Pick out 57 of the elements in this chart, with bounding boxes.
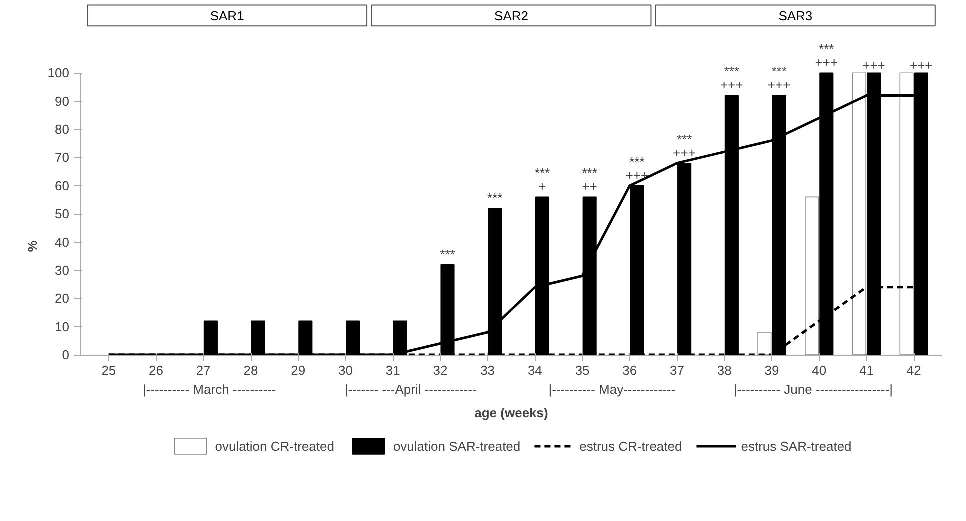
- text: SAR1: [210, 8, 244, 24]
- legend-label: estrus SAR-treated: [741, 438, 852, 454]
- annotation: *** +: [534, 166, 550, 194]
- text: |------- ---April ------------: [344, 382, 477, 398]
- y-tick-label: 60: [55, 178, 70, 194]
- bar: [900, 72, 914, 356]
- x-tick-label: 33: [480, 363, 496, 378]
- y-tick-label: 90: [55, 94, 70, 109]
- x-tick-label: 31: [386, 363, 400, 378]
- x-tick-label: 32: [433, 363, 448, 378]
- text: |---------- May------------: [548, 382, 676, 398]
- x-tick-label: 27: [196, 363, 211, 378]
- annotation: *** +++: [673, 132, 696, 160]
- y-tick-label: 30: [55, 262, 70, 278]
- y-tick-label: 0: [62, 348, 70, 363]
- x-tick-label: 39: [764, 363, 780, 378]
- text: |---------- March ----------: [142, 382, 276, 398]
- bar: [852, 72, 866, 356]
- annotation: *** +++: [768, 64, 791, 93]
- y-tick-label: 50: [55, 206, 70, 222]
- y-tick-label: 10: [55, 319, 70, 334]
- annotation: *** +++: [815, 42, 838, 70]
- x-tick-label: 25: [102, 363, 116, 378]
- legend-label: estrus CR-treated: [580, 438, 682, 454]
- annotation: *** +++: [720, 64, 744, 93]
- x-tick-label: 40: [812, 363, 827, 378]
- x-tick-label: 34: [528, 363, 542, 378]
- annotation: +++: [910, 58, 933, 74]
- x-tick-label: 41: [859, 363, 874, 378]
- y-tick-label: 70: [55, 150, 70, 166]
- x-tick-label: 35: [575, 363, 590, 378]
- y-tick-label: 100: [48, 66, 70, 81]
- annotation: ***: [440, 246, 456, 262]
- text: SAR3: [778, 8, 813, 24]
- x-tick-label: 29: [291, 363, 306, 378]
- x-tick-label: 28: [244, 363, 258, 378]
- x-tick-label: 38: [717, 363, 732, 378]
- y-tick-label: 40: [55, 234, 70, 250]
- x-tick-label: 30: [338, 363, 353, 378]
- y-axis-title: %: [24, 240, 40, 252]
- x-tick-label: 42: [906, 363, 922, 378]
- annotation: ***: [488, 190, 503, 206]
- x-tick-label: 26: [149, 363, 164, 378]
- annotation: +++: [862, 58, 886, 74]
- annotation: *** +++: [626, 154, 649, 183]
- bar: [805, 196, 820, 356]
- x-tick-label: 37: [670, 363, 685, 378]
- text: |---------- June -----------------|: [734, 382, 893, 398]
- annotation: *** ++: [582, 166, 598, 194]
- bar: [758, 332, 772, 356]
- legend-label: ovulation SAR-treated: [393, 438, 521, 454]
- y-tick-label: 80: [55, 122, 70, 138]
- text: SAR2: [494, 8, 528, 24]
- legend-label: ovulation CR-treated: [215, 438, 334, 454]
- y-tick-label: 20: [55, 291, 70, 306]
- x-tick-label: 36: [622, 363, 638, 378]
- x-axis-title: age (weeks): [474, 406, 548, 420]
